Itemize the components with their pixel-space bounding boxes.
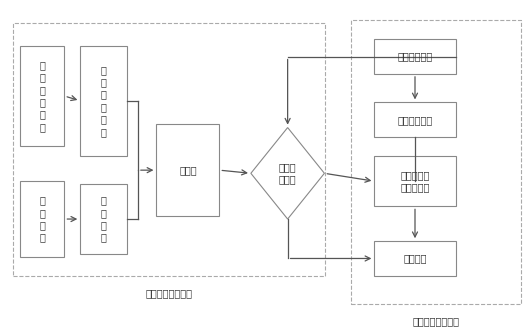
Text: 执行命令: 执行命令: [403, 253, 427, 264]
Bar: [374, 102, 456, 137]
Text: 分析判
断模块: 分析判 断模块: [279, 162, 296, 184]
Bar: [351, 20, 521, 304]
Bar: [156, 124, 219, 216]
Text: 行
车
速
度
计
划: 行 车 速 度 计 划: [101, 65, 107, 137]
Bar: [80, 45, 127, 156]
Bar: [374, 241, 456, 276]
Text: 控制行车指令: 控制行车指令: [398, 52, 432, 61]
Bar: [374, 39, 456, 74]
Text: 运输管理信息系统: 运输管理信息系统: [146, 288, 193, 298]
Text: 暂停执行人
工干预命令: 暂停执行人 工干预命令: [400, 170, 430, 192]
Text: 计算机: 计算机: [179, 165, 196, 175]
Text: 行
车
位
置: 行 车 位 置: [101, 196, 107, 243]
Bar: [80, 184, 127, 254]
Text: 行
车
调
度
模
块: 行 车 调 度 模 块: [39, 60, 45, 132]
Polygon shape: [251, 128, 324, 219]
Bar: [20, 181, 64, 257]
Bar: [374, 156, 456, 206]
Bar: [13, 24, 325, 276]
Text: 跟
踪
模
块: 跟 踪 模 块: [39, 196, 45, 243]
Text: 行车路线指令: 行车路线指令: [398, 115, 432, 125]
Bar: [20, 45, 64, 146]
Text: 微机联锁控制系统: 微机联锁控制系统: [412, 317, 459, 327]
